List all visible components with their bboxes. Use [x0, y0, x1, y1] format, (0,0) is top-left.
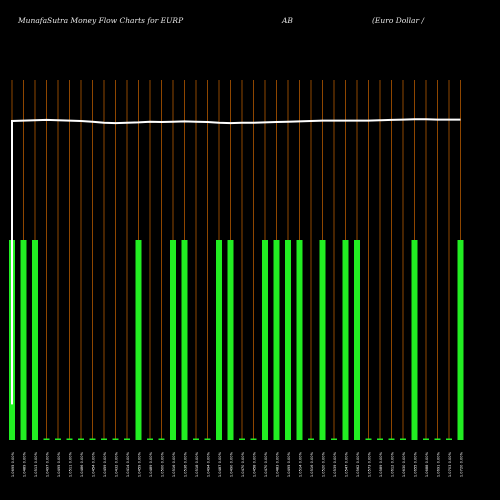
bar: [55, 438, 61, 440]
x-tick-label: 1.0695 0.00%: [11, 451, 15, 477]
bar: [354, 240, 360, 440]
x-tick-label: 1.0500 0.00%: [161, 451, 165, 477]
x-tick-label: 1.0459 0.00%: [103, 451, 107, 477]
x-tick-label: 1.0630 0.00%: [402, 451, 406, 477]
x-tick-label: 1.0516 0.00%: [310, 451, 314, 477]
grid-lines: [11, 80, 461, 440]
x-tick-label: 1.0414 0.00%: [126, 451, 130, 477]
bar: [434, 438, 441, 440]
bar: [377, 438, 383, 440]
bar: [101, 438, 107, 440]
x-tick-label: 1.0518 0.00%: [195, 451, 199, 477]
x-tick-label: 1.0688 0.00%: [425, 451, 429, 477]
bar: [388, 438, 395, 440]
price-line: [11, 118, 461, 405]
x-tick-label: 1.0691 0.00%: [437, 451, 441, 477]
chart-title-right: (Euro Dollar /: [372, 16, 425, 25]
price-line-path: [11, 118, 461, 405]
x-tick-label: 1.0497 0.00%: [46, 451, 50, 477]
bar: [365, 438, 372, 440]
bar: [204, 438, 211, 440]
x-tick-label: 1.0489 0.00%: [149, 451, 153, 477]
bar: [181, 240, 188, 440]
bar: [423, 438, 429, 440]
x-tick-label: 1.0470 0.00%: [264, 451, 268, 477]
x-tick-label: 1.0483 0.00%: [276, 451, 280, 477]
x-tick-label: 1.0536 0.00%: [184, 451, 188, 477]
x-tick-label: 1.0495 0.00%: [57, 451, 61, 477]
bar: [285, 240, 291, 440]
bar: [262, 240, 268, 440]
bar: [250, 438, 257, 440]
x-tick-label: 1.0454 0.00%: [92, 451, 96, 477]
bar: [296, 240, 303, 440]
x-tick-label: 1.0432 0.00%: [115, 451, 119, 477]
x-tick-label: 1.0495 0.00%: [287, 451, 291, 477]
x-tick-label: 1.0612 0.00%: [391, 451, 395, 477]
bar: [112, 438, 119, 440]
bar: [227, 240, 234, 440]
bar: [342, 240, 349, 440]
bar: [20, 240, 27, 440]
bar: [78, 438, 84, 440]
bar: [193, 438, 199, 440]
x-tick-label: 1.0520 0.00%: [322, 451, 326, 477]
x-tick-label: 1.0589 0.00%: [379, 451, 383, 477]
bar: [446, 438, 452, 440]
bars: [9, 240, 464, 440]
x-tick-label: 1.0489 0.00%: [23, 451, 27, 477]
bar: [66, 438, 73, 440]
x-tick-label: 1.0547 0.00%: [345, 451, 349, 477]
bar: [147, 438, 153, 440]
bar: [331, 438, 337, 440]
chart-title-left: MunafaSutra Money Flow Charts for EURP: [18, 16, 184, 25]
x-tick-label: 1.0720 0.00%: [460, 451, 464, 477]
x-tick-labels: 1.0695 0.00% 1.0489 0.00% 1.0513 0.00% 1.04…: [11, 451, 464, 477]
bar: [158, 438, 165, 440]
bar: [319, 240, 326, 440]
bar: [170, 240, 176, 440]
bar: [411, 240, 418, 440]
x-tick-label: 1.0573 0.00%: [368, 451, 372, 477]
x-tick-label: 1.0514 0.00%: [299, 451, 303, 477]
bar: [239, 438, 245, 440]
x-tick-label: 1.0486 0.00%: [80, 451, 84, 477]
bar: [400, 438, 406, 440]
bar: [457, 240, 464, 440]
x-tick-label: 1.0494 0.00%: [207, 451, 211, 477]
bar: [43, 438, 50, 440]
bar: [135, 240, 142, 440]
chart-title-middle: AB: [282, 16, 293, 25]
x-tick-label: 1.0490 0.00%: [230, 451, 234, 477]
x-tick-label: 1.0539 0.00%: [333, 451, 337, 477]
bar: [273, 240, 280, 440]
x-tick-label: 1.0655 0.00%: [414, 451, 418, 477]
bar: [32, 240, 38, 440]
x-tick-label: 1.0511 0.00%: [69, 451, 73, 477]
x-tick-label: 1.0562 0.00%: [356, 451, 360, 477]
x-tick-label: 1.0513 0.00%: [34, 451, 38, 477]
x-tick-label: 1.0703 0.00%: [448, 451, 452, 477]
x-tick-label: 1.0516 0.00%: [172, 451, 176, 477]
x-tick-label: 1.0458 0.00%: [253, 451, 257, 477]
bar: [89, 438, 96, 440]
bar: [216, 240, 222, 440]
x-tick-label: 1.0470 0.00%: [241, 451, 245, 477]
bar: [124, 438, 130, 440]
x-tick-label: 1.0487 0.00%: [218, 451, 222, 477]
bar: [308, 438, 314, 440]
x-tick-label: 1.0459 0.00%: [138, 451, 142, 477]
